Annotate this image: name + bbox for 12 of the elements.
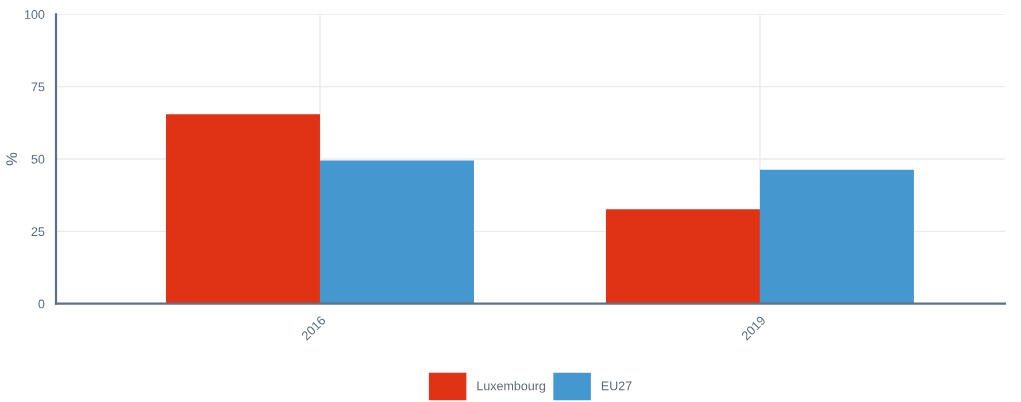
- bar: [319, 160, 474, 304]
- y-tick-label: 25: [31, 227, 45, 236]
- bar: [759, 169, 914, 304]
- y-tick-label: 75: [31, 82, 45, 92]
- y-tick-label: 100: [24, 10, 45, 19]
- legend-label: Luxembourg: [477, 381, 546, 393]
- y-axis-title: %: [6, 152, 17, 166]
- y-tick-label: 50: [31, 154, 45, 164]
- legend-label: EU27: [601, 381, 632, 391]
- y-tick-label: 0: [38, 299, 45, 309]
- bar: [605, 209, 760, 304]
- bar: [165, 114, 320, 304]
